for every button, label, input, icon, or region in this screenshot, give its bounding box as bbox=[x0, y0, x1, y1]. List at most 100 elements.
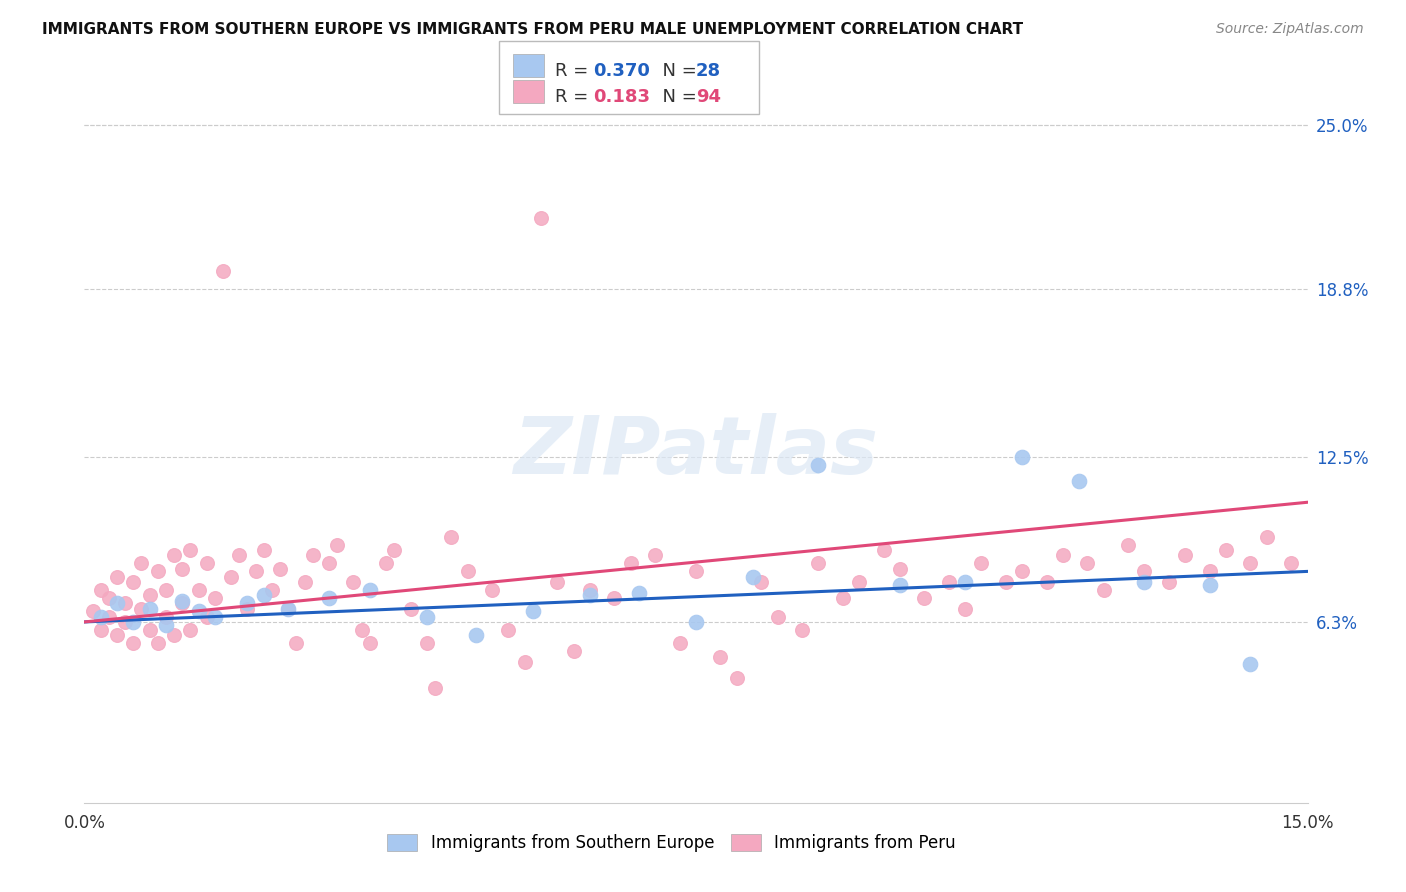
Point bbox=[1279, 557, 1302, 571]
Point bbox=[236, 601, 259, 615]
Point bbox=[122, 615, 145, 629]
Point bbox=[848, 575, 870, 590]
Legend: Immigrants from Southern Europe, Immigrants from Peru: Immigrants from Southern Europe, Immigra… bbox=[380, 825, 965, 860]
Point bbox=[146, 636, 169, 650]
Point bbox=[603, 591, 626, 605]
Point bbox=[1215, 543, 1237, 558]
Point bbox=[301, 549, 323, 563]
Point bbox=[138, 623, 160, 637]
Point bbox=[1092, 582, 1115, 597]
Point bbox=[1174, 549, 1197, 563]
Point bbox=[579, 588, 602, 602]
Point bbox=[457, 565, 479, 579]
Point bbox=[138, 588, 160, 602]
Point bbox=[146, 565, 169, 579]
Point bbox=[105, 596, 128, 610]
Point bbox=[342, 575, 364, 590]
Point bbox=[350, 623, 373, 637]
Point bbox=[807, 458, 830, 472]
Point bbox=[464, 628, 486, 642]
Point bbox=[399, 601, 422, 615]
Point bbox=[1052, 549, 1074, 563]
Point bbox=[498, 623, 520, 637]
Point bbox=[1239, 557, 1261, 571]
Point bbox=[277, 601, 299, 615]
Point bbox=[285, 636, 308, 650]
Point bbox=[90, 609, 112, 624]
Point bbox=[131, 557, 153, 571]
Point bbox=[994, 575, 1017, 590]
Point bbox=[1076, 557, 1098, 571]
Point bbox=[889, 577, 911, 591]
Point bbox=[766, 609, 789, 624]
Point bbox=[90, 582, 112, 597]
Point bbox=[953, 575, 976, 590]
Point bbox=[105, 628, 128, 642]
Point bbox=[212, 264, 235, 278]
Point bbox=[382, 543, 405, 558]
Point bbox=[179, 623, 201, 637]
Point bbox=[187, 582, 209, 597]
Point bbox=[163, 549, 186, 563]
Point bbox=[179, 543, 201, 558]
Point bbox=[228, 549, 250, 563]
Point bbox=[889, 562, 911, 576]
Point bbox=[195, 609, 218, 624]
Point bbox=[204, 591, 226, 605]
Point bbox=[172, 593, 194, 607]
Point bbox=[122, 636, 145, 650]
Point bbox=[204, 609, 226, 624]
Point bbox=[644, 549, 666, 563]
Point bbox=[620, 557, 643, 571]
Point bbox=[627, 585, 650, 599]
Point bbox=[1035, 575, 1057, 590]
Point bbox=[481, 582, 503, 597]
Text: R =: R = bbox=[555, 62, 595, 79]
Point bbox=[195, 557, 218, 571]
Point bbox=[1116, 538, 1139, 552]
Point bbox=[318, 591, 340, 605]
Point bbox=[872, 543, 894, 558]
Text: R =: R = bbox=[555, 88, 595, 106]
Point bbox=[709, 649, 731, 664]
Point bbox=[114, 596, 136, 610]
Point bbox=[685, 615, 707, 629]
Point bbox=[416, 609, 439, 624]
Point bbox=[685, 565, 707, 579]
Point bbox=[97, 609, 120, 624]
Point bbox=[219, 570, 242, 584]
Point bbox=[749, 575, 772, 590]
Point bbox=[530, 211, 553, 225]
Point bbox=[1011, 565, 1033, 579]
Point bbox=[1198, 565, 1220, 579]
Point bbox=[513, 655, 536, 669]
Point bbox=[1198, 577, 1220, 591]
Point bbox=[1133, 565, 1156, 579]
Point bbox=[97, 591, 120, 605]
Point bbox=[187, 604, 209, 618]
Point bbox=[970, 557, 993, 571]
Point bbox=[375, 557, 398, 571]
Point bbox=[253, 543, 276, 558]
Point bbox=[579, 582, 602, 597]
Point bbox=[953, 601, 976, 615]
Point bbox=[122, 575, 145, 590]
Text: N =: N = bbox=[651, 62, 703, 79]
Point bbox=[253, 588, 276, 602]
Point bbox=[277, 601, 299, 615]
Point bbox=[90, 623, 112, 637]
Point bbox=[155, 609, 177, 624]
Point bbox=[82, 604, 104, 618]
Text: 0.370: 0.370 bbox=[593, 62, 650, 79]
Point bbox=[1069, 474, 1091, 488]
Text: 94: 94 bbox=[696, 88, 721, 106]
Point bbox=[440, 530, 463, 544]
Text: ZIPatlas: ZIPatlas bbox=[513, 413, 879, 491]
Text: N =: N = bbox=[651, 88, 703, 106]
Point bbox=[172, 562, 194, 576]
Point bbox=[138, 601, 160, 615]
Text: 28: 28 bbox=[696, 62, 721, 79]
Point bbox=[912, 591, 935, 605]
Point bbox=[359, 582, 381, 597]
Point bbox=[831, 591, 853, 605]
